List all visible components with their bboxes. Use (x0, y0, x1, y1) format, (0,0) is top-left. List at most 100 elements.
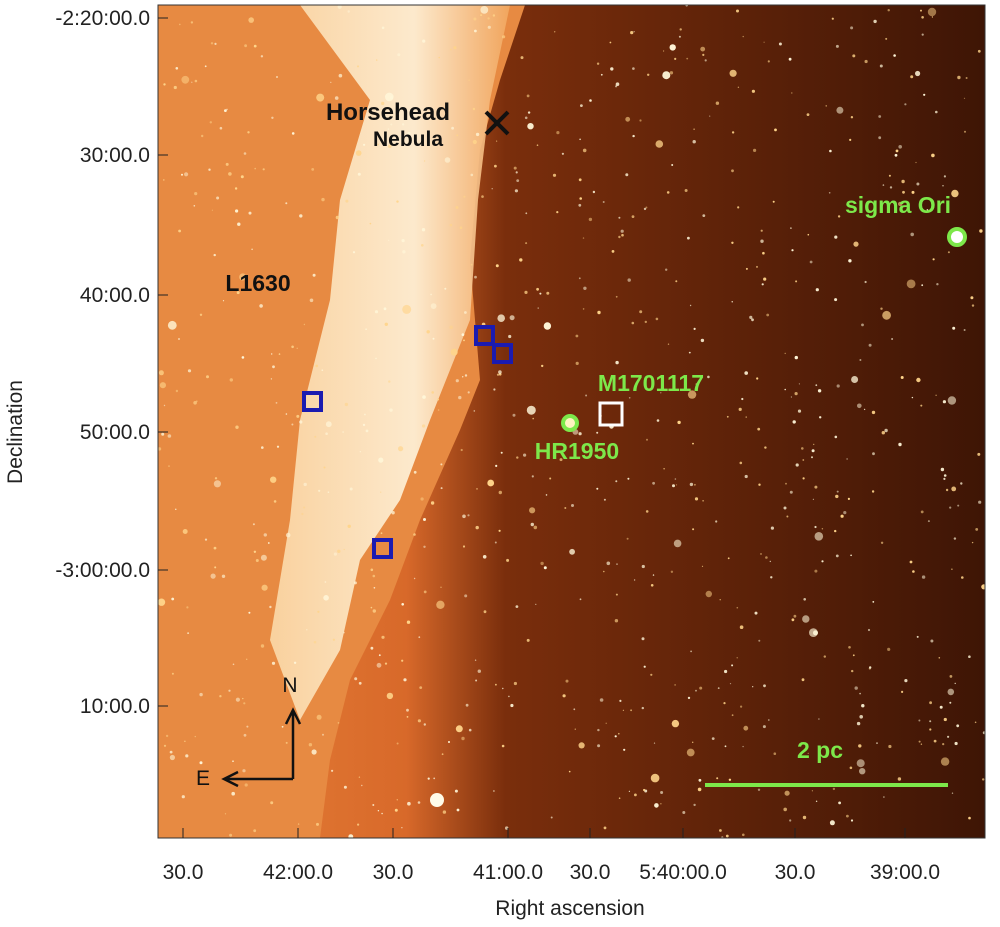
star (357, 172, 361, 176)
star (828, 192, 831, 194)
star (725, 834, 729, 838)
star (927, 520, 930, 523)
star (376, 131, 378, 133)
star (477, 669, 481, 673)
star (920, 510, 924, 514)
star (700, 338, 705, 343)
star (947, 688, 955, 696)
star (210, 573, 216, 579)
star (524, 290, 528, 294)
star (752, 686, 754, 688)
star (719, 829, 722, 832)
star (334, 96, 339, 100)
star (330, 81, 332, 83)
star (324, 581, 327, 583)
star (850, 554, 852, 557)
star (911, 396, 914, 399)
star (388, 239, 390, 241)
star (467, 514, 470, 517)
star (873, 19, 877, 24)
star (537, 307, 539, 309)
star (413, 533, 416, 536)
star (738, 407, 742, 411)
star (951, 568, 953, 570)
star (872, 601, 875, 603)
star (331, 769, 334, 772)
star (426, 330, 430, 334)
star (565, 679, 569, 683)
star (374, 310, 379, 314)
star (856, 721, 861, 726)
star (686, 57, 689, 60)
star (769, 560, 771, 563)
star (702, 500, 704, 502)
star (575, 334, 579, 338)
star (347, 10, 350, 13)
star (588, 217, 593, 222)
star (918, 740, 921, 743)
star (462, 545, 466, 548)
star (715, 101, 720, 105)
star (204, 65, 207, 68)
star (270, 801, 274, 805)
star (623, 748, 626, 751)
star (645, 206, 648, 209)
star (859, 359, 862, 361)
star (285, 741, 288, 744)
star (338, 73, 343, 78)
star (463, 195, 466, 198)
star (515, 171, 518, 174)
star (940, 757, 950, 766)
star (440, 487, 443, 490)
star (916, 182, 920, 186)
star (251, 248, 253, 251)
star (669, 44, 676, 51)
star (762, 725, 766, 729)
star (906, 279, 916, 289)
star (724, 669, 728, 674)
plot-frame (157, 4, 986, 839)
star (462, 514, 466, 519)
star (260, 55, 264, 58)
label: M1701117 (598, 370, 704, 396)
star (241, 356, 245, 359)
x-ticks: 30.0 42:00.0 30.0 41:00.0 30.0 5:40:00.0 30.0 3… (163, 828, 940, 884)
star (731, 131, 735, 134)
star (641, 706, 644, 710)
star (632, 67, 635, 70)
star (669, 71, 674, 75)
star (675, 484, 678, 486)
star (745, 416, 747, 418)
star (500, 451, 503, 454)
star (184, 172, 189, 177)
star (487, 25, 491, 29)
star (835, 554, 839, 558)
star (462, 376, 464, 378)
star (794, 355, 798, 360)
star (904, 679, 908, 683)
star (417, 719, 421, 723)
star (451, 126, 454, 130)
star (627, 477, 630, 480)
star (631, 321, 635, 325)
star (206, 375, 209, 379)
y-tick-label: -3:00:00.0 (55, 559, 150, 582)
star (413, 470, 417, 474)
star (968, 655, 971, 658)
star (695, 383, 698, 385)
star (546, 291, 550, 295)
star (184, 740, 186, 742)
star (523, 453, 527, 457)
star (564, 507, 567, 509)
star (756, 377, 759, 380)
star (461, 736, 465, 741)
source-box (302, 391, 323, 412)
x-tick-label: 30.0 (373, 861, 414, 884)
star (850, 116, 854, 119)
star (161, 432, 165, 436)
star (275, 402, 278, 404)
star (758, 639, 761, 642)
star (191, 81, 193, 83)
bright-ridge (270, 5, 510, 720)
star (253, 44, 257, 48)
